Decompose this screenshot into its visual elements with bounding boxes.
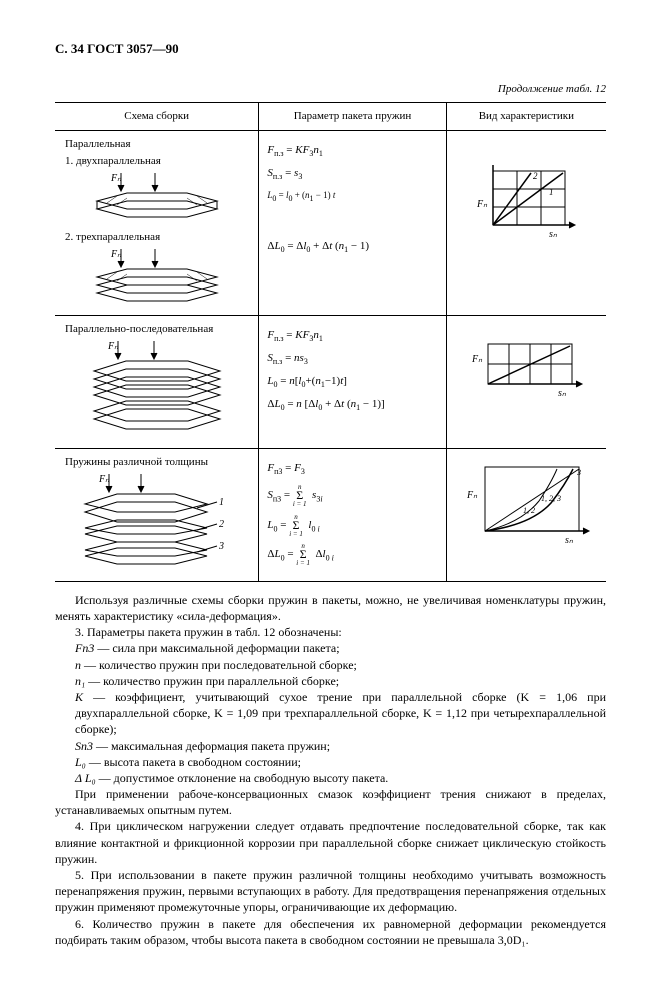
formula: L0 = n[l0+(n1−1)t]	[267, 374, 439, 391]
formula: ΔL0 = n [Δl0 + Δt (n1 − 1)]	[267, 397, 439, 414]
definition: K — коэффициент, учитывающий сухое трени…	[75, 689, 606, 738]
assembly-diagram-2: Fₙ	[82, 339, 232, 439]
formula: Sп.з = s3	[267, 166, 439, 183]
svg-text:2: 2	[219, 519, 224, 530]
paragraph: 6. Количество пружин в пакете для обеспе…	[55, 916, 606, 948]
svg-text:1, 2: 1, 2	[523, 506, 535, 515]
definition: Δ L₀ — допустимое отклонение на свободну…	[75, 770, 606, 786]
assembly-diagram-1a: Fₙ	[87, 171, 227, 223]
definition: Sп3 — максимальная деформация пакета пру…	[75, 738, 606, 754]
paragraph: 4. При циклическом нагружении следует от…	[55, 818, 606, 867]
definition: L₀ — высота пакета в свободном состоянии…	[75, 754, 606, 770]
characteristic-chart-3: 3 1, 2, 3 1, 2 Fₙ sₙ	[461, 463, 591, 553]
assembly-sub1: 1. двухпараллельная	[65, 154, 252, 169]
spring-table: Схема сборки Параметр пакета пружин Вид …	[55, 102, 606, 581]
paragraph: При применении рабоче-консервационных см…	[55, 786, 606, 818]
table-row: Параллельная 1. двухпараллельная Fₙ	[55, 131, 606, 316]
definition: n₁ — количество пружин при параллельной …	[75, 673, 606, 689]
formula: L0 = l0 + (n1 − 1) t	[267, 189, 439, 205]
assembly-diagram-1b: Fₙ	[87, 247, 227, 307]
svg-text:1, 2, 3: 1, 2, 3	[541, 494, 561, 503]
page-header: С. 34 ГОСТ 3057—90	[55, 40, 606, 58]
table-row: Параллельно-последовательная Fₙ	[55, 316, 606, 449]
definition: Fп3 — сила при максимальной деформации п…	[75, 640, 606, 656]
formula: ΔL0 = nΣi = 1 Δl0 i	[267, 543, 439, 566]
svg-text:Fₙ: Fₙ	[98, 474, 110, 485]
assembly-diagram-3: Fₙ 1 2 3	[77, 472, 237, 572]
svg-text:Fₙ: Fₙ	[110, 249, 122, 260]
svg-text:Fₙ: Fₙ	[471, 354, 483, 365]
body-text: Используя различные схемы сборки пружин …	[55, 592, 606, 948]
svg-text:sₙ: sₙ	[565, 535, 574, 546]
svg-text:2: 2	[533, 171, 538, 181]
formula: Fп3 = F3	[267, 461, 439, 478]
characteristic-chart-1: 2 1 Fₙ sₙ	[471, 165, 581, 245]
assembly-title: Параллельная	[65, 137, 252, 152]
formula: Fп.з = KF3n1	[267, 328, 439, 345]
svg-text:sₙ: sₙ	[558, 388, 567, 399]
svg-text:3: 3	[576, 468, 581, 477]
definition: n — количество пружин при последовательн…	[75, 657, 606, 673]
svg-text:Fₙ: Fₙ	[476, 199, 488, 210]
svg-text:3: 3	[218, 541, 224, 552]
diag-label: Fₙ	[110, 173, 122, 184]
paragraph: 3. Параметры пакета пружин в табл. 12 об…	[55, 624, 606, 640]
assembly-title: Пружины различной толщины	[65, 455, 252, 470]
paragraph: Используя различные схемы сборки пружин …	[55, 592, 606, 624]
svg-text:Fₙ: Fₙ	[466, 490, 478, 501]
formula: ΔL0 = Δl0 + Δt (n1 − 1)	[267, 239, 439, 256]
col-header-2: Параметр пакета пружин	[259, 103, 446, 131]
formula: Sп.з = ns3	[267, 351, 439, 368]
svg-text:sₙ: sₙ	[549, 229, 558, 240]
table-continuation: Продолжение табл. 12	[55, 82, 606, 97]
svg-text:1: 1	[549, 187, 554, 197]
formula: Sп3 = nΣi = 1 s3i	[267, 484, 439, 507]
col-header-1: Схема сборки	[55, 103, 259, 131]
characteristic-chart-2: Fₙ sₙ	[466, 340, 586, 400]
col-header-3: Вид характеристики	[446, 103, 606, 131]
formula: L0 = nΣi = 1 l0 i	[267, 514, 439, 537]
formula: Fп.з = KF3n1	[267, 143, 439, 160]
assembly-sub2: 2. трехпараллельная	[65, 230, 252, 245]
svg-text:1: 1	[219, 497, 224, 508]
svg-text:Fₙ: Fₙ	[107, 341, 119, 352]
table-row: Пружины различной толщины Fₙ	[55, 449, 606, 582]
paragraph: 5. При использовании в пакете пружин раз…	[55, 867, 606, 916]
assembly-title: Параллельно-последовательная	[65, 322, 252, 337]
